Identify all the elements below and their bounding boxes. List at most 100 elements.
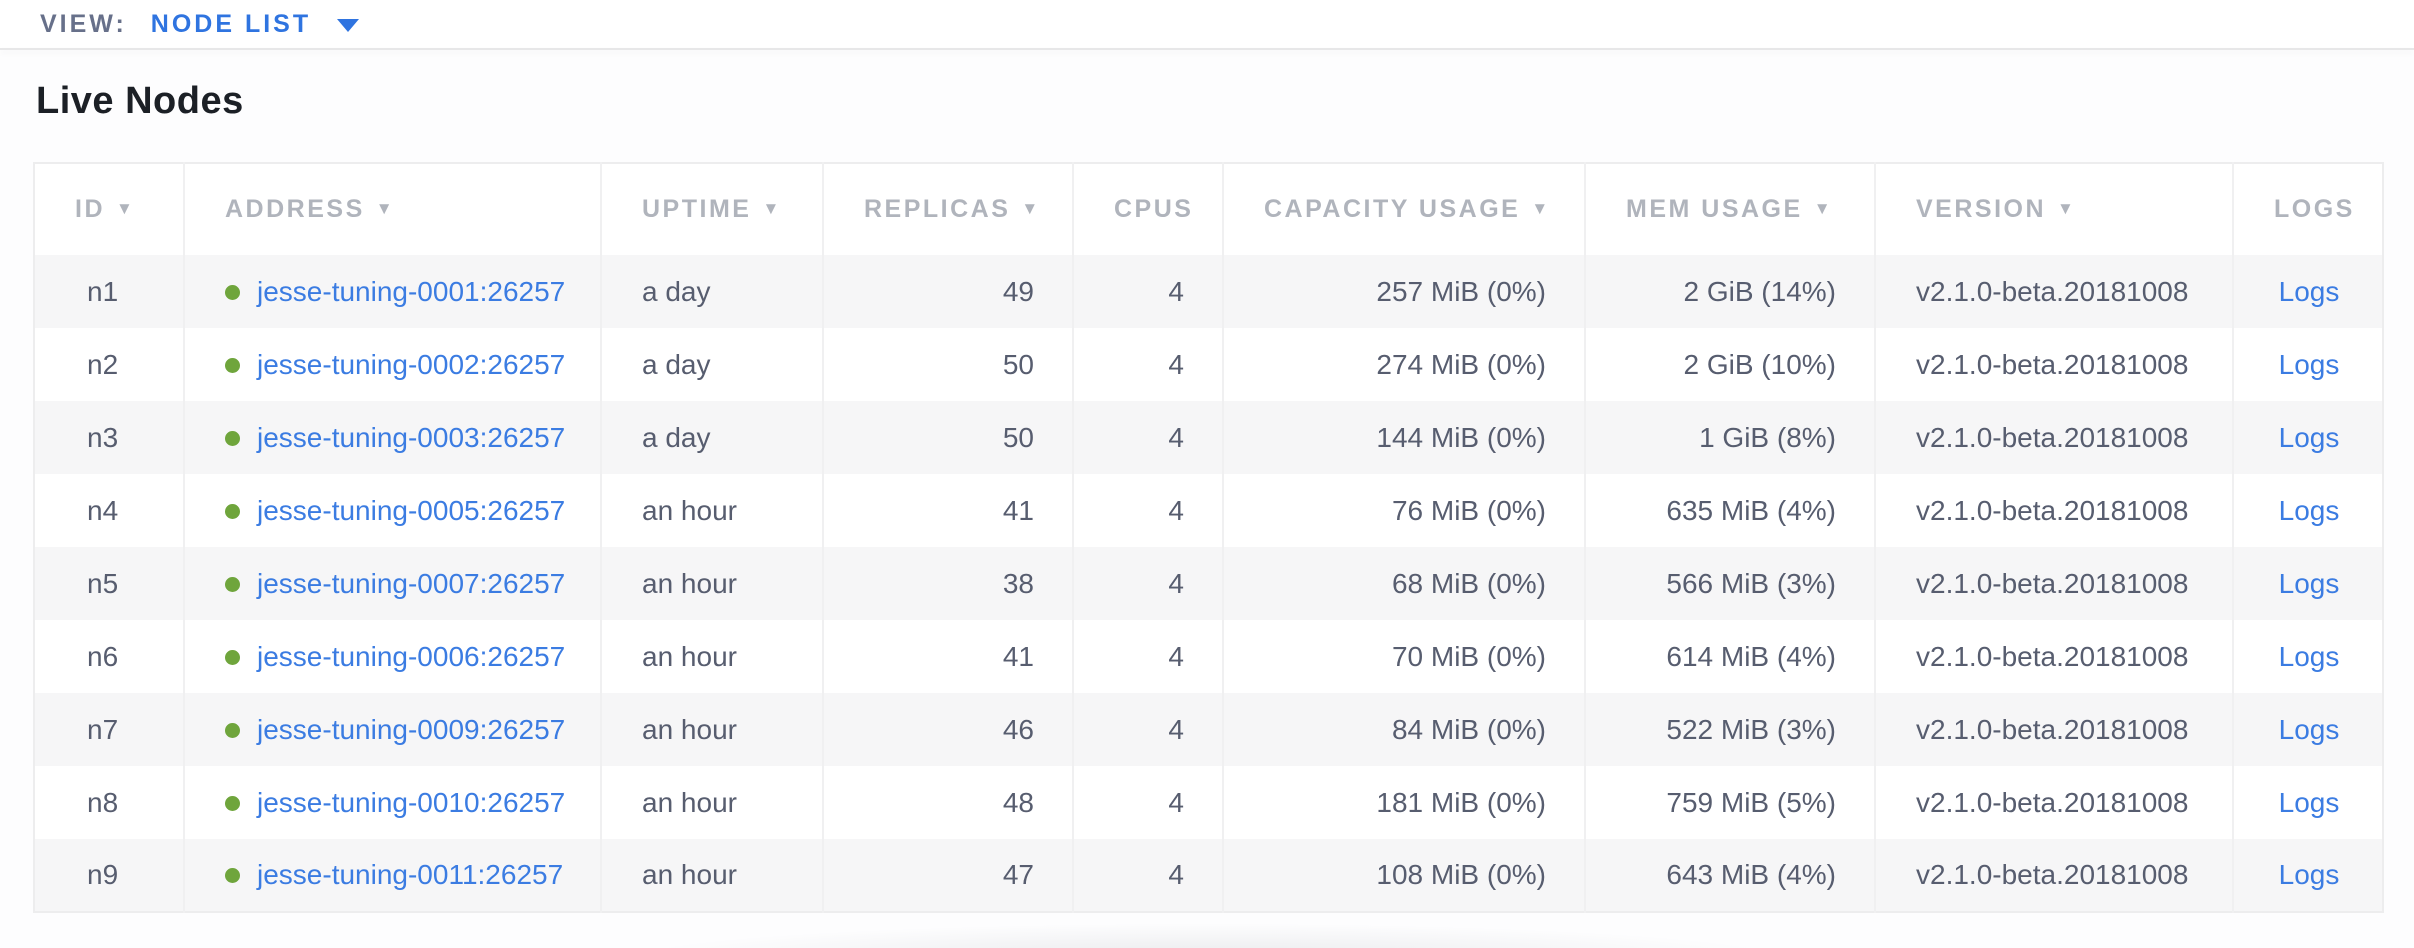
sort-desc-icon: ▼ xyxy=(116,199,136,218)
node-row-n7: n7 jesse-tuning-0009:26257 an hour 46 4 84 Mi… xyxy=(34,693,2383,766)
node-cpus: 4 xyxy=(1168,859,1184,890)
logs-link[interactable]: Logs xyxy=(2278,713,2340,745)
node-address-link[interactable]: jesse-tuning-0001:26257 xyxy=(257,275,566,307)
node-uptime: a day xyxy=(642,348,711,380)
node-uptime: a day xyxy=(642,275,711,307)
logs-link[interactable]: Logs xyxy=(2278,859,2340,890)
node-uptime-cell: a day xyxy=(600,328,823,401)
node-version: v2.1.0-beta.20181008 xyxy=(1916,786,2189,818)
sort-desc-icon: ▼ xyxy=(1813,199,1834,218)
node-capacity: 257 MiB (0%) xyxy=(1376,275,1546,307)
column-header-capacity[interactable]: CAPACITY USAGE ▼ xyxy=(1222,163,1585,255)
node-list-table: ID ▼ ADDRESS ▼ UPTIME ▼ REPLICAS ▼ CPUS CAPACITY … xyxy=(33,162,2384,913)
node-replicas: 46 xyxy=(1002,713,1034,745)
node-mem: 1 GiB (8%) xyxy=(1699,421,1836,453)
node-replicas-cell: 50 xyxy=(822,401,1073,474)
column-header-label: CAPACITY USAGE xyxy=(1264,195,1521,223)
node-id: n6 xyxy=(87,640,119,672)
node-mem-cell: 566 MiB (3%) xyxy=(1584,547,1875,620)
node-capacity-cell: 108 MiB (0%) xyxy=(1222,839,1585,912)
node-cpus: 4 xyxy=(1168,421,1184,453)
node-uptime: a day xyxy=(642,421,711,453)
node-mem: 522 MiB (3%) xyxy=(1666,713,1836,745)
logs-link[interactable]: Logs xyxy=(2278,640,2340,672)
node-capacity-cell: 257 MiB (0%) xyxy=(1222,255,1585,328)
node-id-cell: n1 xyxy=(34,255,184,328)
column-header-id[interactable]: ID ▼ xyxy=(34,163,184,255)
view-selector-dropdown[interactable]: NODE LIST xyxy=(151,10,360,39)
node-address-link[interactable]: jesse-tuning-0003:26257 xyxy=(257,421,566,453)
node-address-link[interactable]: jesse-tuning-0009:26257 xyxy=(257,713,566,745)
node-address-link[interactable]: jesse-tuning-0011:26257 xyxy=(257,859,564,890)
node-address-link[interactable]: jesse-tuning-0010:26257 xyxy=(257,786,566,818)
node-logs-cell: Logs xyxy=(2232,766,2383,839)
node-address-link[interactable]: jesse-tuning-0006:26257 xyxy=(257,640,566,672)
node-capacity-cell: 70 MiB (0%) xyxy=(1222,620,1585,693)
node-address-link[interactable]: jesse-tuning-0005:26257 xyxy=(257,494,566,526)
node-version-cell: v2.1.0-beta.20181008 xyxy=(1874,474,2233,547)
node-uptime: an hour xyxy=(642,640,737,672)
node-uptime: an hour xyxy=(642,859,737,890)
node-mem: 2 GiB (14%) xyxy=(1683,275,1837,307)
logs-link[interactable]: Logs xyxy=(2278,421,2340,453)
node-id-cell: n2 xyxy=(34,328,184,401)
node-id-cell: n8 xyxy=(34,766,184,839)
node-id: n7 xyxy=(87,713,119,745)
node-mem-cell: 2 GiB (10%) xyxy=(1584,328,1875,401)
node-id-cell: n9 xyxy=(34,839,184,912)
node-version: v2.1.0-beta.20181008 xyxy=(1916,859,2189,890)
node-replicas: 50 xyxy=(1002,421,1034,453)
node-cpus-cell: 4 xyxy=(1072,255,1223,328)
view-bar: VIEW: NODE LIST xyxy=(0,0,2414,48)
node-mem: 566 MiB (3%) xyxy=(1666,567,1836,599)
node-row-n2: n2 jesse-tuning-0002:26257 a day 50 4 274 MiB… xyxy=(34,328,2383,401)
live-nodes-section: Live Nodes ID ▼ ADDRESS ▼ UPTIME ▼ REPLICAS ▼ CP… xyxy=(0,50,2414,948)
node-replicas: 41 xyxy=(1002,494,1034,526)
node-address-cell: jesse-tuning-0003:26257 xyxy=(183,401,601,474)
node-address-cell: jesse-tuning-0007:26257 xyxy=(183,547,601,620)
node-replicas: 48 xyxy=(1002,786,1034,818)
node-cpus-cell: 4 xyxy=(1072,547,1223,620)
node-cpus: 4 xyxy=(1168,567,1184,599)
column-header-label: VERSION xyxy=(1916,195,2047,223)
logs-link[interactable]: Logs xyxy=(2278,567,2340,599)
logs-link[interactable]: Logs xyxy=(2278,275,2340,307)
node-cpus-cell: 4 xyxy=(1072,620,1223,693)
node-logs-cell: Logs xyxy=(2232,328,2383,401)
node-id: n4 xyxy=(87,494,119,526)
node-id-cell: n6 xyxy=(34,620,184,693)
node-cpus-cell: 4 xyxy=(1072,839,1223,912)
node-health-icon xyxy=(225,430,240,446)
column-header-version[interactable]: VERSION ▼ xyxy=(1874,163,2233,255)
column-header-address[interactable]: ADDRESS ▼ xyxy=(183,163,601,255)
node-row-n9: n9 jesse-tuning-0011:26257 an hour 47 4 108 M… xyxy=(34,839,2383,912)
node-health-icon xyxy=(225,649,240,665)
node-address-link[interactable]: jesse-tuning-0007:26257 xyxy=(257,567,566,599)
node-capacity-cell: 181 MiB (0%) xyxy=(1222,766,1585,839)
node-capacity-cell: 68 MiB (0%) xyxy=(1222,547,1585,620)
node-replicas-cell: 38 xyxy=(822,547,1073,620)
node-health-icon xyxy=(225,284,240,300)
node-capacity: 108 MiB (0%) xyxy=(1376,859,1546,890)
node-capacity-cell: 144 MiB (0%) xyxy=(1222,401,1585,474)
column-header-replicas[interactable]: REPLICAS ▼ xyxy=(822,163,1073,255)
logs-link[interactable]: Logs xyxy=(2278,494,2340,526)
node-uptime-cell: an hour xyxy=(600,547,823,620)
caret-down-icon xyxy=(337,19,360,32)
node-cpus: 4 xyxy=(1168,786,1184,818)
node-logs-cell: Logs xyxy=(2232,839,2383,912)
column-header-label: UPTIME xyxy=(642,195,752,223)
column-header-mem[interactable]: MEM USAGE ▼ xyxy=(1584,163,1875,255)
node-cpus: 4 xyxy=(1168,494,1184,526)
node-health-icon xyxy=(225,357,240,373)
sort-desc-icon: ▼ xyxy=(762,199,782,218)
topbar-divider xyxy=(0,48,2414,50)
node-version-cell: v2.1.0-beta.20181008 xyxy=(1874,401,2233,474)
node-id: n9 xyxy=(87,859,119,890)
node-mem-cell: 759 MiB (5%) xyxy=(1584,766,1875,839)
logs-link[interactable]: Logs xyxy=(2278,348,2340,380)
node-address-link[interactable]: jesse-tuning-0002:26257 xyxy=(257,348,566,380)
logs-link[interactable]: Logs xyxy=(2278,786,2340,818)
column-header-uptime[interactable]: UPTIME ▼ xyxy=(600,163,823,255)
node-replicas-cell: 46 xyxy=(822,693,1073,766)
